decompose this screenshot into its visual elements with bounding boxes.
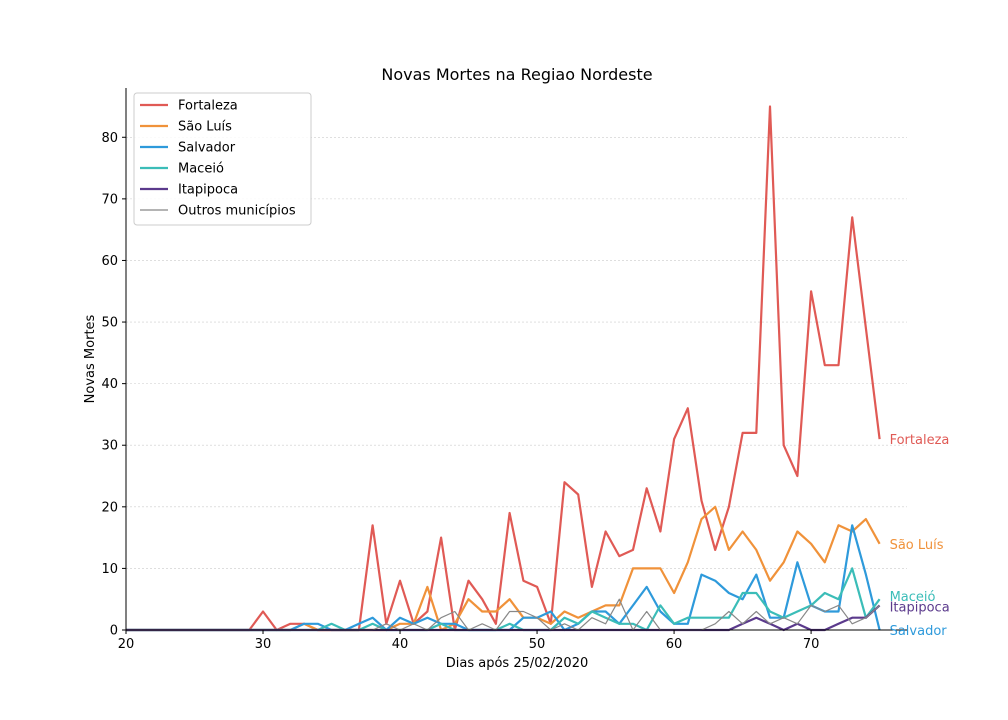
x-axis-label: Dias após 25/02/2020 <box>446 656 589 671</box>
y-axis-label: Novas Mortes <box>83 314 98 403</box>
series-line-0 <box>126 105 881 632</box>
end-label-0: Fortaleza <box>890 433 950 448</box>
end-label-1: São Luís <box>890 538 944 553</box>
end-label-3: Itapipoca <box>890 600 950 615</box>
y-tick-label-40: 40 <box>101 377 118 392</box>
y-tick-label-70: 70 <box>101 192 118 207</box>
x-tick-label-30: 30 <box>255 637 272 652</box>
x-tick-label-20: 20 <box>118 637 135 652</box>
x-tick-label-40: 40 <box>392 637 409 652</box>
y-tick-label-10: 10 <box>101 562 118 577</box>
legend-label-5: Outros municípios <box>178 204 296 219</box>
legend-label-2: Salvador <box>178 141 236 156</box>
y-tick-label-80: 80 <box>101 131 118 146</box>
legend: Fortaleza São Luís Salvador Maceió Itapipoca… <box>133 92 312 226</box>
legend-label-3: Maceió <box>178 162 224 177</box>
end-label-4: Salvador <box>890 624 948 639</box>
legend-label-0: Fortaleza <box>178 99 238 114</box>
chart-title: Novas Mortes na Regiao Nordeste <box>381 65 652 84</box>
series-line-2 <box>126 524 881 632</box>
legend-label-1: São Luís <box>178 120 232 135</box>
y-tick-label-30: 30 <box>101 439 118 454</box>
legend-box <box>133 92 312 226</box>
x-tick-label-50: 50 <box>529 637 546 652</box>
y-tick-label-20: 20 <box>101 500 118 515</box>
y-tick-label-0: 0 <box>110 624 118 639</box>
axis-ticks: 20 30 40 50 60 70 0 10 20 30 40 50 60 70 80 <box>101 131 819 652</box>
end-label-2: Maceió <box>890 590 936 605</box>
x-tick-label-70: 70 <box>803 637 820 652</box>
legend-label-4: Itapipoca <box>178 183 238 198</box>
y-tick-label-60: 60 <box>101 254 118 269</box>
x-tick-label-60: 60 <box>666 637 683 652</box>
axes <box>125 88 907 631</box>
y-tick-label-50: 50 <box>101 316 118 331</box>
